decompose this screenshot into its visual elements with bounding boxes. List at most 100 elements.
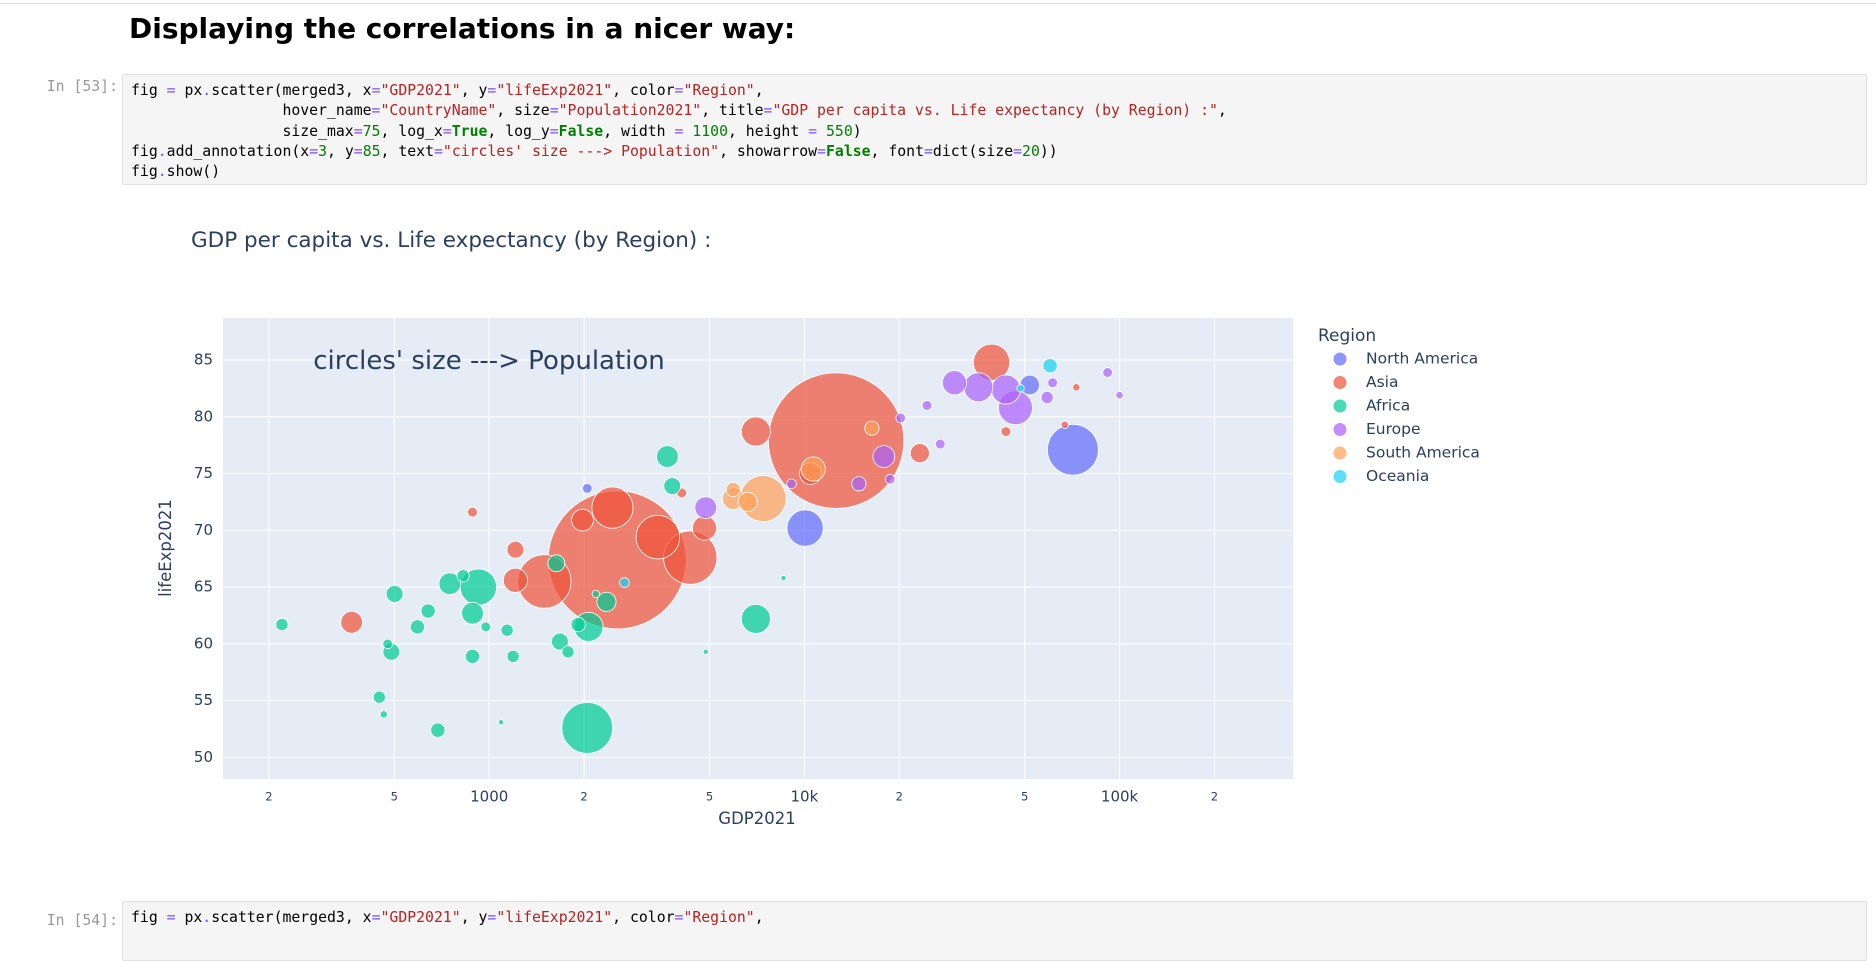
cell-prompt: In [54]: bbox=[46, 912, 118, 929]
code-token: = bbox=[371, 909, 381, 926]
bubble bbox=[656, 445, 679, 468]
code-token: . bbox=[202, 909, 212, 926]
bubble bbox=[1016, 384, 1025, 393]
bubble bbox=[275, 618, 289, 632]
bubble bbox=[851, 476, 867, 492]
x-tick-label: 100k bbox=[1101, 788, 1139, 806]
code-cell[interactable]: fig = px.scatter(merged3, x="GDP2021", y… bbox=[122, 74, 1867, 185]
bubble bbox=[921, 400, 933, 411]
x-tick-label: 2 bbox=[896, 790, 903, 804]
code-line: fig = px.scatter(merged3, x="GDP2021", y… bbox=[131, 908, 1858, 928]
code-token: 85 bbox=[362, 142, 381, 160]
bubble bbox=[464, 648, 481, 664]
x-tick-label: 10k bbox=[791, 788, 819, 806]
bubble bbox=[1042, 358, 1058, 374]
code-line: hover_name="CountryName", size="Populati… bbox=[131, 101, 1858, 121]
code-token: True bbox=[451, 122, 488, 140]
bubble bbox=[551, 632, 569, 651]
y-tick-label: 75 bbox=[194, 464, 213, 482]
bubble bbox=[1060, 420, 1069, 429]
bubble bbox=[635, 514, 681, 560]
code-token: = bbox=[166, 82, 176, 99]
bubble bbox=[430, 722, 446, 738]
code-token: "Region" bbox=[683, 909, 755, 926]
bubble bbox=[1000, 426, 1012, 437]
code-line: size_max=75, log_x=True, log_y=False, wi… bbox=[131, 122, 1858, 142]
legend-title: Region bbox=[1318, 326, 1376, 346]
x-tick-label: 2 bbox=[580, 790, 587, 804]
bubble bbox=[502, 567, 528, 593]
bubble bbox=[786, 509, 824, 547]
code-token: , log_x bbox=[380, 122, 443, 140]
code-token: = bbox=[371, 102, 381, 120]
code-token: , bbox=[754, 82, 764, 99]
legend-label: North America bbox=[1366, 350, 1478, 368]
code-token: show() bbox=[166, 163, 221, 181]
code-token: "circles' size ---> Population" bbox=[442, 142, 720, 160]
bubble bbox=[963, 372, 994, 403]
code-token: = bbox=[487, 909, 497, 926]
x-axis-title: GDP2021 bbox=[718, 809, 795, 828]
code-token: , color bbox=[612, 909, 675, 926]
code-token: )) bbox=[1039, 142, 1058, 160]
code-token: = bbox=[549, 102, 559, 120]
bubble bbox=[1047, 377, 1058, 389]
code-token: 1100 bbox=[692, 122, 728, 140]
bubble bbox=[379, 710, 388, 719]
code-token: "GDP per capita vs. Life expectancy (by … bbox=[772, 102, 1218, 120]
code-cell[interactable]: fig = px.scatter(merged3, x="GDP2021", y… bbox=[122, 901, 1867, 961]
chart: 2 5 1000 2 5 10k 2 5 100k 2 50 55 60 65 70 75 80 85 GDP p… bbox=[156, 228, 1480, 828]
y-tick-label: 70 bbox=[194, 521, 213, 539]
code-token: , color bbox=[612, 82, 675, 99]
code-token: fig bbox=[131, 909, 167, 926]
y-tick-label: 50 bbox=[194, 748, 213, 766]
code-token: 3 bbox=[318, 142, 328, 160]
bubble bbox=[702, 648, 709, 655]
bubble bbox=[725, 481, 741, 497]
bubble bbox=[740, 416, 771, 447]
grid bbox=[223, 318, 1293, 779]
x-tick-label: 5 bbox=[391, 790, 398, 804]
bubble bbox=[692, 515, 718, 541]
legend-marker bbox=[1333, 446, 1347, 460]
bubble bbox=[571, 508, 594, 532]
code-token: , log_y bbox=[487, 122, 550, 140]
code-token: "GDP2021" bbox=[380, 82, 461, 99]
code-token: fig bbox=[131, 142, 158, 160]
bubble bbox=[461, 601, 484, 625]
y-tick-label: 85 bbox=[194, 351, 213, 369]
code-token: 550 bbox=[826, 122, 853, 140]
bubble bbox=[409, 619, 426, 635]
bubble bbox=[596, 591, 617, 612]
bubble bbox=[420, 603, 436, 619]
legend-label: Europe bbox=[1366, 420, 1421, 438]
code-token: , y bbox=[327, 142, 354, 160]
bubble bbox=[581, 483, 593, 494]
code-token: = bbox=[166, 909, 176, 926]
bubble bbox=[480, 621, 492, 633]
code-token: 75 bbox=[362, 122, 381, 140]
bubble bbox=[884, 473, 896, 485]
bubble bbox=[1115, 391, 1124, 400]
code-token: = bbox=[924, 142, 933, 160]
bubble bbox=[990, 374, 1021, 405]
bubble bbox=[340, 610, 363, 634]
code-token: . bbox=[202, 82, 212, 99]
code-token: fig bbox=[131, 82, 167, 99]
code-token: , text bbox=[380, 142, 434, 160]
code-token: = bbox=[433, 142, 443, 160]
code-token bbox=[683, 123, 692, 140]
bubble bbox=[619, 577, 630, 588]
bubble bbox=[438, 572, 462, 596]
bubble bbox=[561, 645, 575, 659]
code-token: , width bbox=[603, 122, 675, 140]
code-token: px bbox=[175, 82, 203, 99]
code-token: False bbox=[558, 122, 604, 140]
code-token: = bbox=[309, 142, 319, 160]
legend-label: Africa bbox=[1366, 397, 1410, 415]
code-token: "GDP2021" bbox=[380, 909, 461, 926]
axes: 2 5 1000 2 5 10k 2 5 100k 2 50 55 60 65 70 75 80 85 bbox=[194, 351, 1218, 806]
bubble bbox=[570, 617, 586, 633]
code-token: = bbox=[674, 122, 684, 140]
code-token: , title bbox=[701, 102, 764, 120]
